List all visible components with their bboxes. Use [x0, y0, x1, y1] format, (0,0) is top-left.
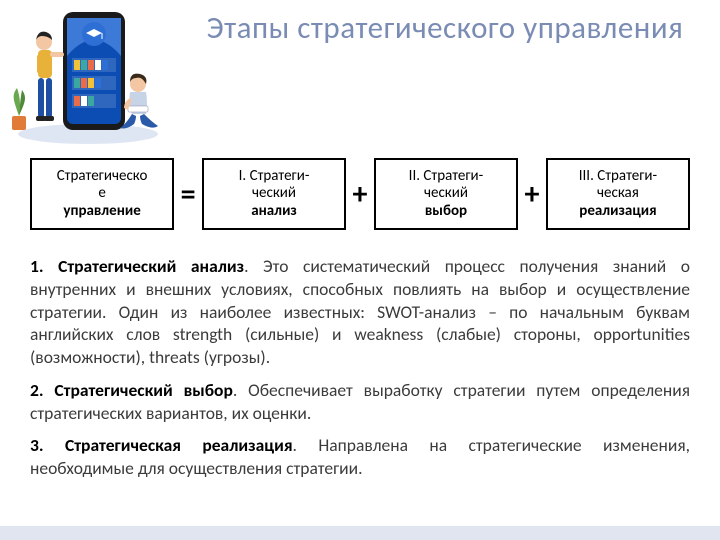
body-text: 1. Стратегический анализ. Это систематич… — [30, 255, 690, 490]
eq-box-3-l1: III. Стратеги- — [579, 167, 657, 185]
slide: Этапы стратегического управления Стратег… — [0, 0, 720, 540]
p3-num: 3. — [30, 434, 44, 456]
book-4 — [95, 60, 101, 70]
eq-box-2-l2: ческий — [424, 184, 468, 202]
eq-box-1-l1: I. Стратеги- — [239, 167, 310, 185]
person1-leg-r — [46, 78, 52, 118]
eq-op-0: = — [174, 176, 202, 213]
eq-box-3: III. Стратеги- ческая реализация — [546, 158, 690, 230]
book-10 — [74, 96, 80, 106]
p3-term: Стратегическая реализация — [65, 434, 293, 456]
book-12 — [88, 96, 94, 106]
eq-op-1: + — [346, 176, 374, 213]
plant-pot — [12, 116, 26, 130]
person2-leg-r — [140, 114, 158, 128]
eq-box-1-l2: ческий — [252, 184, 296, 202]
book-3 — [88, 60, 94, 70]
book-11 — [81, 96, 87, 106]
eq-box-3-l3: реализация — [579, 202, 656, 220]
p2-term: Стратегический выбор — [54, 379, 232, 401]
para-1: 1. Стратегический анализ. Это систематич… — [30, 255, 690, 369]
slide-title: Этапы стратегического управления — [190, 10, 700, 47]
person1-arm-r — [50, 52, 64, 57]
equation-row: Стратегическо е управление = I. Стратеги… — [30, 158, 690, 230]
plant-leaf-1 — [14, 88, 20, 116]
book-9 — [95, 78, 101, 88]
eq-op-2: + — [518, 176, 546, 213]
para-2: 2. Стратегический выбор. Обеспечивает вы… — [30, 379, 690, 425]
header-illustration — [8, 6, 168, 146]
book-1 — [74, 60, 80, 70]
eq-box-1-l3: анализ — [251, 202, 297, 220]
person1-leg-l — [38, 78, 44, 118]
p1-num: 1. — [30, 255, 44, 277]
book-8 — [88, 78, 94, 88]
para-3: 3. Стратегическая реализация. Направлена… — [30, 434, 690, 480]
eq-box-0-l3: управление — [63, 202, 140, 220]
book-5 — [102, 60, 108, 70]
person1-shoe-r — [44, 116, 54, 121]
eq-box-0-l1: Стратегическо — [57, 167, 148, 185]
eq-box-2-l1: II. Стратеги- — [409, 167, 484, 185]
eq-box-1: I. Стратеги- ческий анализ — [202, 158, 346, 230]
person2-book — [128, 106, 148, 112]
p1-term: Стратегический анализ — [58, 255, 244, 277]
eq-box-0-l2: е — [98, 184, 105, 202]
book-6 — [74, 78, 80, 88]
person1-arm-l — [37, 54, 43, 74]
eq-box-3-l2: ческая — [597, 184, 639, 202]
book-7 — [81, 78, 87, 88]
eq-box-2: II. Стратеги- ческий выбор — [374, 158, 518, 230]
footer-band — [0, 526, 720, 540]
eq-box-0: Стратегическо е управление — [30, 158, 174, 230]
p2-num: 2. — [30, 379, 44, 401]
eq-box-2-l3: выбор — [425, 202, 467, 220]
book-2 — [81, 60, 87, 70]
